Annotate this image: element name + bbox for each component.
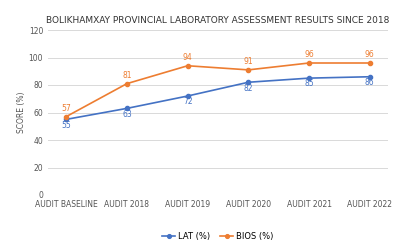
LAT (%): [64, 118, 69, 121]
LAT (%): [246, 81, 251, 84]
Y-axis label: SCORE (%): SCORE (%): [17, 92, 26, 133]
Text: 91: 91: [244, 57, 253, 66]
Title: BOLIKHAMXAY PROVINCIAL LABORATORY ASSESSMENT RESULTS SINCE 2018: BOLIKHAMXAY PROVINCIAL LABORATORY ASSESS…: [46, 16, 390, 25]
BIOS (%): [307, 62, 312, 64]
Line: LAT (%): LAT (%): [64, 75, 372, 122]
LAT (%): [124, 107, 129, 110]
BIOS (%): [367, 62, 372, 64]
Text: 96: 96: [304, 50, 314, 59]
BIOS (%): [246, 68, 251, 71]
Text: 94: 94: [183, 53, 192, 62]
LAT (%): [367, 75, 372, 78]
BIOS (%): [64, 115, 69, 118]
Text: 55: 55: [61, 121, 71, 130]
BIOS (%): [185, 64, 190, 67]
LAT (%): [307, 76, 312, 80]
Line: BIOS (%): BIOS (%): [64, 61, 372, 119]
Text: 81: 81: [122, 71, 132, 80]
LAT (%): [185, 94, 190, 98]
Legend: LAT (%), BIOS (%): LAT (%), BIOS (%): [159, 229, 277, 244]
Text: 86: 86: [365, 78, 374, 87]
Text: 63: 63: [122, 110, 132, 119]
Text: 82: 82: [244, 84, 253, 92]
Text: 57: 57: [61, 104, 71, 113]
Text: 72: 72: [183, 97, 192, 106]
BIOS (%): [124, 82, 129, 85]
Text: 85: 85: [304, 80, 314, 88]
Text: 96: 96: [365, 50, 375, 59]
